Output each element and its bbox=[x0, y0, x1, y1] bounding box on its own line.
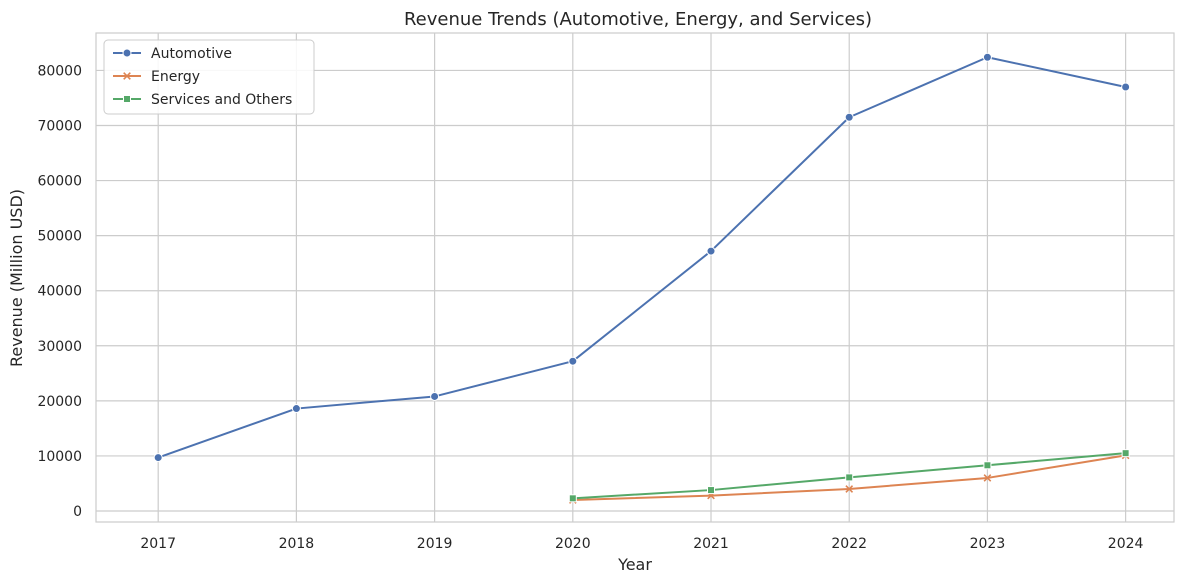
x-axis-label: Year bbox=[617, 555, 652, 574]
data-point bbox=[983, 474, 992, 482]
y-axis-label: Revenue (Million USD) bbox=[7, 189, 26, 367]
x-tick-label: 2023 bbox=[970, 536, 1006, 552]
series-layer bbox=[153, 52, 1131, 504]
legend-item: Energy bbox=[113, 69, 200, 85]
chart-title: Revenue Trends (Automotive, Energy, and … bbox=[404, 9, 872, 30]
series-automotive bbox=[153, 52, 1131, 463]
legend-label: Automotive bbox=[151, 46, 232, 62]
x-tick-label: 2021 bbox=[693, 536, 729, 552]
data-point bbox=[122, 48, 132, 58]
data-point bbox=[844, 112, 854, 122]
data-point bbox=[568, 356, 578, 366]
x-tick-label: 2019 bbox=[417, 536, 453, 552]
x-tick-label: 2024 bbox=[1108, 536, 1144, 552]
y-tick-label: 70000 bbox=[37, 119, 82, 135]
series-services-and-others bbox=[568, 449, 1130, 503]
data-point bbox=[430, 391, 440, 401]
data-point bbox=[845, 485, 854, 493]
legend-item: Automotive bbox=[113, 46, 232, 62]
data-point bbox=[291, 404, 301, 414]
data-point bbox=[706, 246, 716, 256]
legend-label: Energy bbox=[151, 69, 200, 85]
data-point bbox=[845, 473, 854, 482]
data-point bbox=[982, 52, 992, 62]
data-point bbox=[123, 95, 131, 103]
x-tick-label: 2017 bbox=[140, 536, 176, 552]
plot-area-frame bbox=[95, 32, 1175, 523]
legend-item: Services and Others bbox=[113, 92, 292, 108]
y-tick-label: 20000 bbox=[37, 394, 82, 410]
legend-box bbox=[103, 39, 315, 115]
y-tick-labels: 0 10000 20000 30000 40000 50000 60000 70000 8000… bbox=[37, 63, 82, 520]
data-point bbox=[568, 494, 577, 503]
data-point bbox=[983, 461, 992, 470]
data-point bbox=[1121, 449, 1130, 458]
y-tick-label: 10000 bbox=[37, 449, 82, 465]
legend-label: Services and Others bbox=[151, 92, 292, 108]
data-point bbox=[123, 72, 131, 80]
data-point bbox=[707, 486, 716, 495]
y-tick-label: 80000 bbox=[37, 63, 82, 79]
series-line bbox=[157, 56, 1126, 459]
data-point bbox=[1121, 82, 1131, 92]
y-tick-label: 60000 bbox=[37, 174, 82, 190]
x-tick-label: 2020 bbox=[555, 536, 591, 552]
y-tick-label: 50000 bbox=[37, 229, 82, 245]
x-tick-label: 2018 bbox=[279, 536, 315, 552]
x-tick-labels: 2017 2018 2019 2020 2021 2022 2023 2024 bbox=[140, 536, 1143, 552]
x-tick-label: 2022 bbox=[831, 536, 867, 552]
legend: Automotive Energy Services and Others bbox=[103, 39, 315, 115]
data-point bbox=[153, 453, 163, 463]
y-tick-label: 0 bbox=[73, 504, 82, 520]
y-tick-label: 30000 bbox=[37, 339, 82, 355]
y-tick-label: 40000 bbox=[37, 284, 82, 300]
